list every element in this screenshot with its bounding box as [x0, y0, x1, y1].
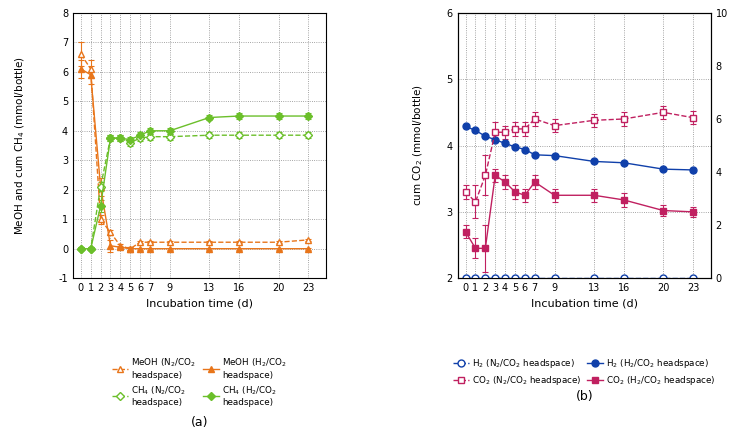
X-axis label: Incubation time (d): Incubation time (d): [531, 299, 638, 309]
Legend: MeOH (N$_2$/CO$_2$
headspace), CH$_4$ (N$_2$/CO$_2$
headspace), MeOH (H$_2$/CO$_: MeOH (N$_2$/CO$_2$ headspace), CH$_4$ (N…: [112, 357, 287, 407]
Y-axis label: cum CO$_2$ (mmol/bottle): cum CO$_2$ (mmol/bottle): [411, 85, 425, 206]
Text: (b): (b): [575, 389, 593, 403]
Text: (a): (a): [191, 416, 208, 428]
X-axis label: Incubation time (d): Incubation time (d): [146, 299, 253, 309]
Y-axis label: MeOH and cum CH$_4$ (mmol/bottle): MeOH and cum CH$_4$ (mmol/bottle): [14, 56, 28, 235]
Legend: H$_2$ (N$_2$/CO$_2$ headspace), CO$_2$ (N$_2$/CO$_2$ headspace), H$_2$ (H$_2$/CO: H$_2$ (N$_2$/CO$_2$ headspace), CO$_2$ (…: [453, 357, 715, 387]
